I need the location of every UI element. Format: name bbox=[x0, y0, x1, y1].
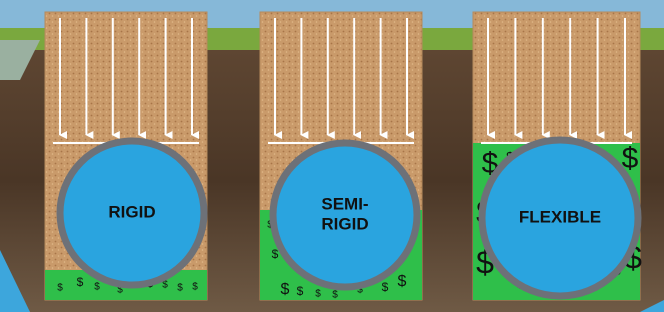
dollar-sign: $ bbox=[94, 282, 100, 293]
pipe-label: FLEXIBLE bbox=[519, 207, 601, 226]
dollar-sign: $ bbox=[281, 281, 290, 298]
dollar-sign: $ bbox=[398, 273, 407, 290]
dollar-sign: $ bbox=[297, 284, 304, 298]
dollar-sign: $ bbox=[315, 289, 321, 300]
dollar-sign: $ bbox=[177, 283, 183, 294]
dollar-sign: $ bbox=[332, 290, 338, 301]
diagram: $$$$$$$$RIGID$$$$$$$$$$$SEMI-RIGID$$$$$$… bbox=[0, 0, 664, 312]
panel: $$$$$$$$$$$$$$$$$$FLEXIBLE bbox=[473, 12, 642, 300]
page: $$$$$$$$RIGID$$$$$$$$$$$SEMI-RIGID$$$$$$… bbox=[0, 0, 664, 312]
panel: $$$$$$$$RIGID bbox=[45, 12, 207, 300]
dollar-sign: $ bbox=[272, 247, 279, 261]
pipe-label: RIGID bbox=[321, 214, 368, 233]
pipe-label: RIGID bbox=[108, 202, 155, 221]
dollar-sign: $ bbox=[77, 275, 84, 289]
pipe-label: SEMI- bbox=[321, 194, 368, 213]
panels: $$$$$$$$RIGID$$$$$$$$$$$SEMI-RIGID$$$$$$… bbox=[45, 12, 642, 301]
dollar-sign: $ bbox=[192, 282, 198, 293]
dollar-sign: $ bbox=[382, 280, 389, 294]
panel: $$$$$$$$$$$SEMI-RIGID bbox=[260, 12, 422, 301]
dollar-sign: $ bbox=[57, 283, 63, 294]
